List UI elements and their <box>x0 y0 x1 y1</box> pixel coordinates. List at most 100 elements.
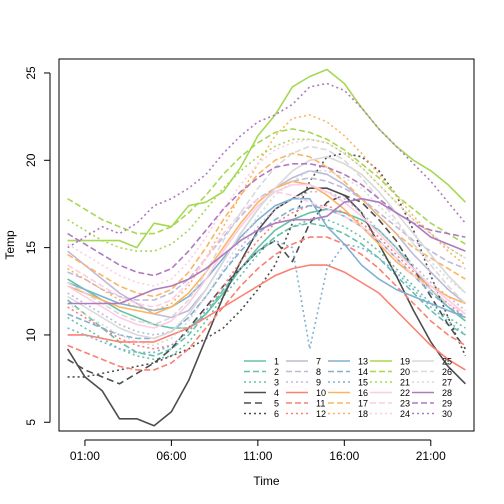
legend-label: 5 <box>274 399 279 409</box>
plot-frame <box>58 58 475 432</box>
legend-item-20: 20 <box>370 367 410 377</box>
series-line-8 <box>67 177 466 301</box>
legend-label: 13 <box>358 357 368 367</box>
legend-item-22: 22 <box>370 388 410 398</box>
series-line-2 <box>67 222 466 357</box>
legend-item-29: 29 <box>412 399 452 409</box>
legend-item-14: 14 <box>328 367 368 377</box>
series-line-27 <box>67 170 466 347</box>
legend-label: 15 <box>358 378 368 388</box>
y-tick-label: 20 <box>24 153 38 167</box>
legend-label: 6 <box>274 409 279 419</box>
legend-label: 16 <box>358 388 368 398</box>
legend-item-18: 18 <box>328 409 368 419</box>
legend-item-1: 1 <box>244 357 279 367</box>
series-line-17 <box>67 152 466 298</box>
x-tick-label: 01:00 <box>70 449 100 463</box>
legend-item-11: 11 <box>286 399 325 409</box>
legend-label: 7 <box>316 357 321 367</box>
legend-item-10: 10 <box>286 388 326 398</box>
legend-item-3: 3 <box>244 378 279 388</box>
legend-label: 28 <box>442 388 452 398</box>
y-tick-label: 5 <box>24 419 38 426</box>
y-axis-label: Temp <box>3 230 17 260</box>
legend-label: 9 <box>316 378 321 388</box>
series-line-4 <box>66 187 466 427</box>
legend-label: 4 <box>274 388 279 398</box>
legend-label: 25 <box>442 357 452 367</box>
x-axis: 01:00 06:00 11:00 16:00 21:00 <box>70 439 446 463</box>
series-line-3 <box>67 218 466 361</box>
series-line-6 <box>67 152 467 378</box>
series-line-15 <box>67 239 466 354</box>
y-tick-label: 25 <box>24 66 38 80</box>
legend-label: 8 <box>316 367 321 377</box>
legend-label: 22 <box>400 388 410 398</box>
x-tick-label: 16:00 <box>329 449 359 463</box>
legend-item-4: 4 <box>244 388 279 398</box>
legend-label: 1 <box>274 357 279 367</box>
legend-item-6: 6 <box>244 409 279 419</box>
y-tick-label: 15 <box>24 241 38 255</box>
legend-item-7: 7 <box>286 357 321 367</box>
series-line-18 <box>67 114 466 312</box>
legend: 1234567891011121314151617181920212223242… <box>244 357 452 419</box>
legend-label: 18 <box>358 409 368 419</box>
legend-item-8: 8 <box>286 367 321 377</box>
legend-item-21: 21 <box>370 378 410 388</box>
legend-item-17: 17 <box>328 399 368 409</box>
series-line-23 <box>67 190 466 315</box>
legend-item-13: 13 <box>328 357 368 367</box>
legend-item-16: 16 <box>328 388 368 398</box>
series-line-20 <box>67 128 466 245</box>
legend-item-23: 23 <box>370 399 410 409</box>
legend-item-25: 25 <box>412 357 452 367</box>
legend-label: 10 <box>316 388 326 398</box>
series-lines <box>66 68 467 427</box>
series-line-25 <box>67 156 466 340</box>
series-line-19 <box>67 68 466 249</box>
series-line-16 <box>67 180 466 315</box>
x-tick-label: 06:00 <box>156 449 186 463</box>
legend-item-5: 5 <box>244 399 279 409</box>
series-line-10 <box>67 264 466 371</box>
legend-label: 2 <box>274 367 279 377</box>
legend-item-15: 15 <box>328 378 368 388</box>
series-line-29 <box>67 163 466 277</box>
legend-item-28: 28 <box>412 388 452 398</box>
legend-item-19: 19 <box>370 357 410 367</box>
series-line-21 <box>67 138 466 259</box>
series-line-14 <box>67 204 466 340</box>
legend-label: 17 <box>358 399 368 409</box>
y-tick-label: 10 <box>24 328 38 342</box>
legend-label: 20 <box>400 367 410 377</box>
x-tick-label: 11:00 <box>243 449 272 463</box>
legend-item-24: 24 <box>370 409 410 419</box>
x-axis-label: Time <box>253 474 280 488</box>
legend-label: 23 <box>400 399 410 409</box>
series-line-24 <box>67 138 466 287</box>
legend-item-27: 27 <box>412 378 452 388</box>
legend-label: 3 <box>274 378 279 388</box>
legend-item-12: 12 <box>286 409 326 419</box>
legend-label: 26 <box>442 367 452 377</box>
y-axis: 5 10 15 20 25 <box>24 66 51 426</box>
series-line-11 <box>67 236 466 371</box>
legend-item-30: 30 <box>412 409 452 419</box>
legend-item-9: 9 <box>286 378 321 388</box>
legend-label: 30 <box>442 409 452 419</box>
legend-item-2: 2 <box>244 367 279 377</box>
series-line-12 <box>67 204 466 350</box>
legend-label: 14 <box>358 367 368 377</box>
legend-label: 24 <box>400 409 410 419</box>
legend-label: 11 <box>316 399 325 409</box>
series-line-5 <box>67 194 467 385</box>
series-line-9 <box>67 190 466 336</box>
legend-label: 27 <box>442 378 452 388</box>
legend-label: 29 <box>442 399 452 409</box>
legend-item-26: 26 <box>412 367 452 377</box>
series-line-30 <box>67 82 467 249</box>
x-tick-label: 21:00 <box>416 449 446 463</box>
legend-label: 19 <box>400 357 410 367</box>
